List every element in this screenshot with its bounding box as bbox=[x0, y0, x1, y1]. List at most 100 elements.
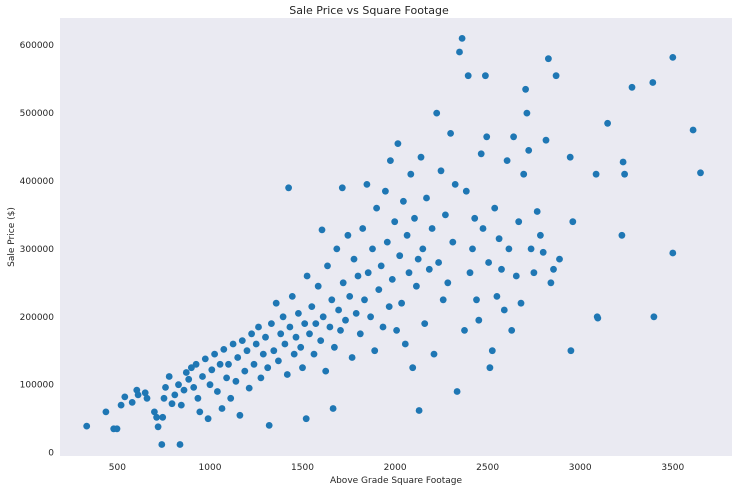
x-tick-label: 3500 bbox=[661, 463, 684, 473]
data-point bbox=[391, 218, 399, 226]
data-point bbox=[214, 388, 221, 395]
data-point bbox=[308, 303, 316, 310]
data-point bbox=[121, 393, 129, 401]
data-point bbox=[453, 388, 461, 395]
data-point bbox=[159, 413, 167, 421]
data-point bbox=[204, 415, 212, 423]
data-point bbox=[252, 340, 260, 348]
data-point bbox=[250, 360, 258, 368]
data-point bbox=[409, 364, 417, 372]
data-point bbox=[383, 238, 391, 246]
x-tick-label: 3000 bbox=[569, 463, 592, 473]
data-point bbox=[128, 399, 136, 406]
data-point bbox=[461, 327, 468, 334]
data-point bbox=[500, 306, 508, 314]
data-point bbox=[337, 327, 344, 334]
data-point bbox=[234, 354, 242, 361]
data-point bbox=[322, 367, 330, 375]
data-point bbox=[154, 423, 162, 431]
plot-area bbox=[60, 18, 732, 456]
data-point bbox=[229, 340, 237, 348]
data-point bbox=[285, 184, 292, 192]
data-point bbox=[314, 282, 322, 290]
data-point bbox=[385, 303, 393, 310]
data-point bbox=[171, 391, 179, 399]
data-point bbox=[328, 296, 336, 304]
data-point bbox=[433, 109, 441, 117]
data-point bbox=[255, 323, 262, 331]
data-point bbox=[477, 150, 485, 158]
data-point bbox=[417, 153, 425, 161]
data-point bbox=[462, 187, 470, 195]
data-point bbox=[369, 245, 376, 253]
data-point bbox=[264, 364, 272, 372]
data-point bbox=[292, 333, 300, 341]
data-point bbox=[361, 296, 368, 304]
data-point bbox=[194, 394, 202, 402]
data-point bbox=[220, 346, 228, 353]
data-point bbox=[523, 109, 531, 117]
data-point bbox=[348, 354, 356, 361]
data-point bbox=[505, 245, 513, 253]
data-point bbox=[350, 255, 358, 263]
data-point bbox=[318, 226, 326, 234]
data-point bbox=[649, 79, 657, 86]
data-point bbox=[113, 425, 121, 433]
data-point bbox=[618, 231, 626, 239]
data-point bbox=[153, 413, 161, 421]
data-point bbox=[216, 360, 224, 368]
data-point bbox=[456, 48, 463, 56]
data-point bbox=[324, 262, 331, 270]
data-point bbox=[469, 245, 476, 253]
data-point bbox=[382, 187, 389, 195]
data-point bbox=[367, 313, 374, 321]
data-point bbox=[182, 369, 190, 376]
chart-title: Sale Price vs Square Footage bbox=[289, 4, 449, 17]
data-point bbox=[556, 255, 563, 263]
data-point bbox=[567, 347, 575, 355]
data-point bbox=[356, 330, 364, 338]
data-point bbox=[401, 340, 409, 348]
data-point bbox=[451, 181, 459, 188]
data-point bbox=[471, 214, 479, 222]
data-point bbox=[326, 323, 334, 331]
data-point bbox=[192, 360, 200, 368]
data-point bbox=[375, 286, 383, 293]
data-point bbox=[338, 184, 346, 192]
data-point bbox=[363, 181, 371, 188]
data-point bbox=[495, 235, 503, 243]
data-point bbox=[259, 350, 267, 358]
data-point bbox=[227, 394, 235, 402]
x-axis-label: Above Grade Square Footage bbox=[330, 476, 463, 486]
data-point bbox=[303, 272, 311, 280]
data-point bbox=[199, 373, 206, 380]
data-point bbox=[479, 225, 487, 232]
data-point bbox=[165, 373, 173, 380]
data-point bbox=[566, 153, 574, 161]
data-point bbox=[117, 401, 125, 409]
data-point bbox=[592, 170, 600, 178]
data-point bbox=[550, 265, 557, 273]
data-point bbox=[405, 269, 413, 277]
data-point bbox=[697, 169, 704, 177]
data-point bbox=[180, 386, 188, 394]
data-point bbox=[279, 313, 287, 321]
data-point bbox=[352, 310, 360, 317]
data-point bbox=[483, 133, 491, 141]
data-point bbox=[277, 330, 285, 338]
data-point bbox=[537, 231, 544, 239]
data-point bbox=[306, 330, 313, 338]
data-point bbox=[491, 204, 499, 212]
data-point bbox=[569, 218, 577, 226]
data-point bbox=[421, 320, 429, 327]
data-point bbox=[299, 364, 306, 372]
data-point bbox=[539, 248, 547, 256]
data-point bbox=[475, 316, 483, 324]
data-point bbox=[188, 364, 195, 372]
data-point bbox=[295, 310, 302, 317]
data-point bbox=[510, 133, 517, 141]
data-point bbox=[310, 350, 318, 358]
data-point bbox=[245, 384, 253, 392]
data-point bbox=[248, 330, 256, 338]
data-point bbox=[485, 259, 492, 266]
